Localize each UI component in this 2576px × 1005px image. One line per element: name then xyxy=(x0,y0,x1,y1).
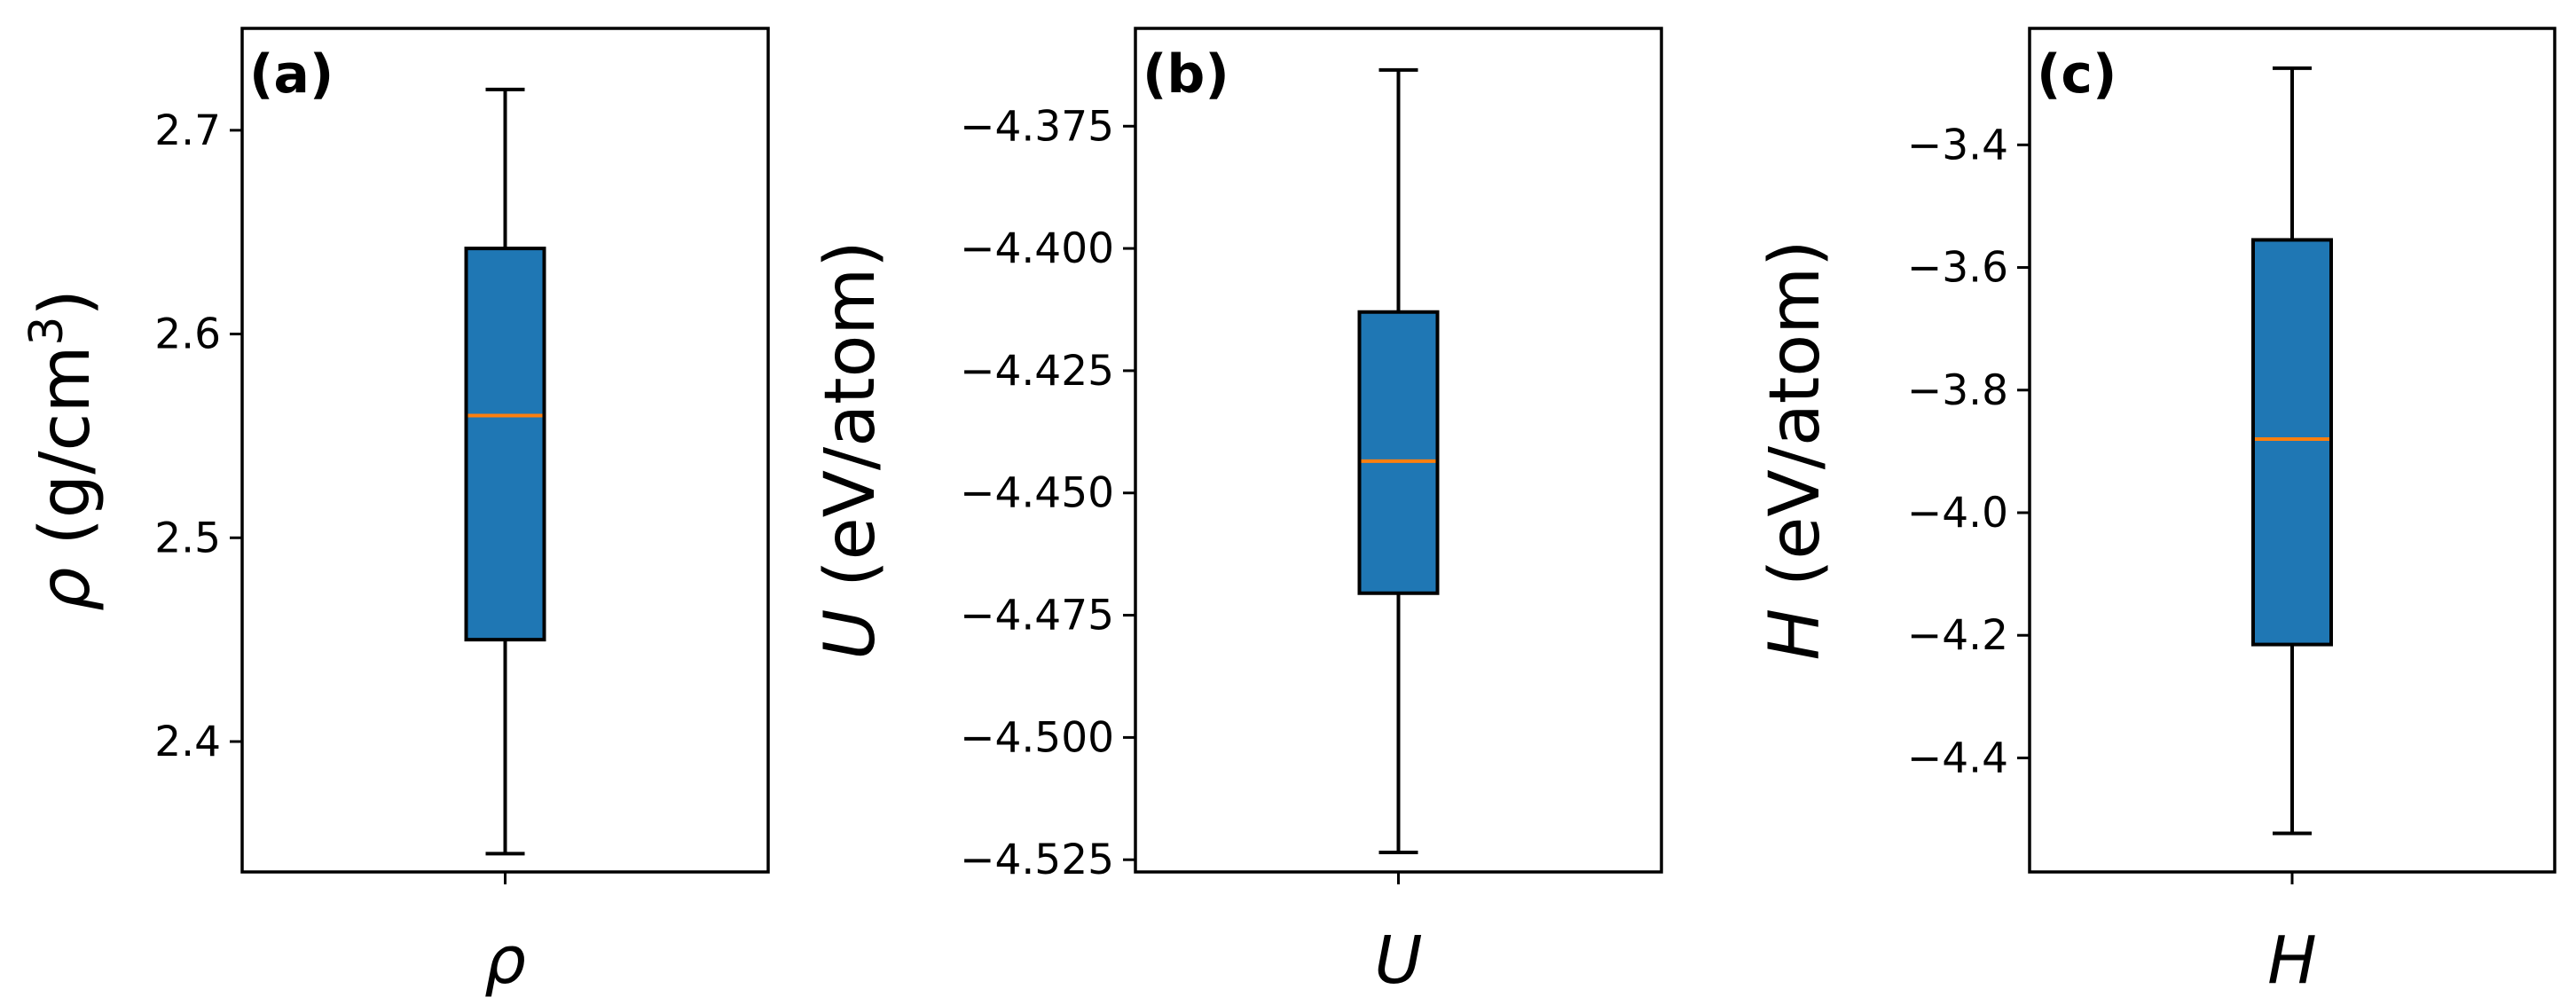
y-tick-label: 2.6 xyxy=(154,310,221,359)
y-tick-label: −4.375 xyxy=(960,102,1114,151)
y-tick-label: −3.8 xyxy=(1907,366,2008,415)
x-tick-label: ρ xyxy=(484,923,526,999)
box-iqr xyxy=(464,247,546,642)
y-axis-label-symbol: H xyxy=(1755,608,1835,661)
chart-panel-1: 2.4 2.5 2.6 2.7 ρ (a) ρ (g/cm3) xyxy=(20,27,770,999)
y-tick-label: −3.6 xyxy=(1907,244,2008,293)
y-tick-label: 2.4 xyxy=(154,718,221,766)
x-tick-label: H xyxy=(2267,923,2317,999)
y-axis-label-superscript: 3 xyxy=(20,316,74,345)
panel-label: (a) xyxy=(249,43,334,106)
y-tick-label: −4.450 xyxy=(960,469,1114,518)
chart-panel-3: −4.4 −4.2 −4.0 −3.8 −3.6 −3.4 H (c) H (eV/atom) xyxy=(1755,27,2556,999)
y-tick-label: −4.0 xyxy=(1907,489,2008,538)
panel-label: (b) xyxy=(1143,43,1229,106)
y-axis-label-unit: (eV/atom) xyxy=(811,240,891,608)
box-iqr xyxy=(2251,238,2333,647)
box-iqr xyxy=(1357,310,1440,595)
y-axis-label-symbol: ρ xyxy=(26,567,106,611)
x-tick-label: U xyxy=(1374,923,1422,999)
y-axis-label-symbol: U xyxy=(811,609,891,660)
y-axis-label-unit: (eV/atom) xyxy=(1755,239,1835,608)
y-axis-label: ρ (g/cm3) xyxy=(20,289,106,611)
y-tick-label: −4.500 xyxy=(960,713,1114,762)
y-axis-label: U (eV/atom) xyxy=(811,240,891,659)
y-tick-label: 2.5 xyxy=(154,514,221,562)
panel-label: (c) xyxy=(2037,43,2117,106)
y-axis-label: H (eV/atom) xyxy=(1755,239,1835,660)
chart-panel-2: −4.525 −4.500 −4.475 −4.450 −4.425 −4.400 −4.3… xyxy=(811,27,1663,999)
y-tick-label: 2.7 xyxy=(154,106,221,155)
y-axis-label-unit: (g/cm xyxy=(26,346,106,568)
y-tick-label: −4.475 xyxy=(960,592,1114,640)
y-axis-label-unit-close: ) xyxy=(26,289,106,316)
y-tick-label: −4.2 xyxy=(1907,611,2008,660)
y-tick-label: −4.525 xyxy=(960,836,1114,884)
y-tick-label: −4.4 xyxy=(1907,734,2008,782)
y-tick-label: −3.4 xyxy=(1907,121,2008,169)
y-tick-label: −4.400 xyxy=(960,224,1114,273)
y-tick-label: −4.425 xyxy=(960,347,1114,396)
